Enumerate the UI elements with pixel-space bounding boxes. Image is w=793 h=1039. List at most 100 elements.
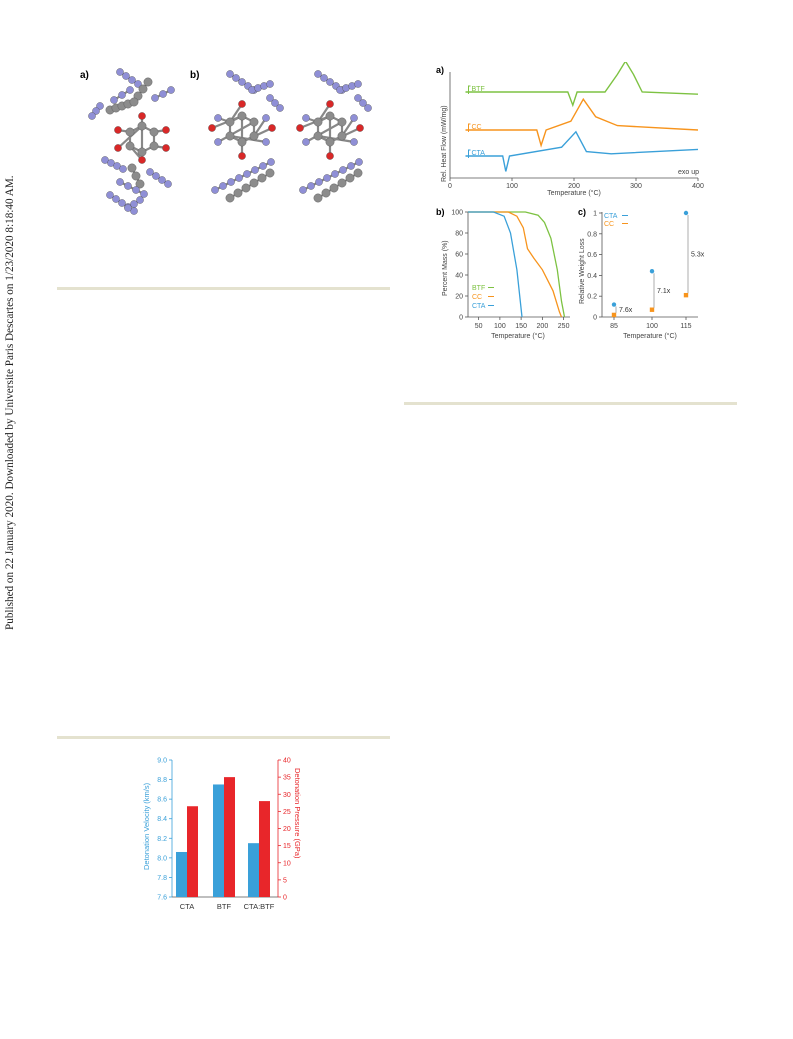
- right-tick-label: 40: [283, 758, 291, 765]
- nitrogen-atom: [140, 190, 148, 198]
- nitrogen-atom: [339, 166, 347, 174]
- category-label: CTA: [180, 902, 194, 911]
- nitrogen-atom: [118, 91, 126, 99]
- left-tick-label: 8.6: [157, 797, 167, 804]
- nitrogen-atom: [259, 162, 267, 170]
- nitrogen-atom: [122, 72, 130, 80]
- nitrogen-atom: [350, 138, 358, 146]
- panel-label: a): [436, 65, 444, 75]
- nitrogen-atom: [112, 195, 120, 203]
- x-tick-label: 115: [680, 323, 691, 330]
- nitrogen-atom: [106, 191, 114, 199]
- oxygen-atom: [356, 124, 364, 132]
- nitrogen-atom: [302, 114, 310, 122]
- y-axis-label: Percent Mass (%): [442, 240, 449, 296]
- series-start-mark: [468, 123, 471, 132]
- dsc-series-label: CC: [472, 124, 482, 131]
- carbon-atom: [353, 168, 363, 178]
- nitrogen-atom: [355, 158, 363, 166]
- carbon-atom: [337, 131, 347, 141]
- carbon-atom: [127, 163, 137, 173]
- x-tick-label: 100: [494, 323, 506, 330]
- nitrogen-atom: [88, 112, 96, 120]
- carbon-atom: [337, 178, 347, 188]
- velocity-bar: [176, 851, 187, 897]
- nitrogen-atom: [116, 68, 124, 76]
- carbon-atom: [249, 131, 259, 141]
- series-start-mark: [468, 149, 471, 158]
- nitrogen-atom: [315, 178, 323, 186]
- x-tick-label: 85: [610, 323, 618, 330]
- y-tick-label: 40: [455, 273, 463, 280]
- right-tick-label: 5: [283, 877, 287, 884]
- x-tick-label: 250: [558, 323, 570, 330]
- x-tick-label: 100: [646, 323, 658, 330]
- x-tick-label: 100: [506, 183, 518, 190]
- nitrogen-atom: [146, 168, 154, 176]
- nitrogen-atom: [350, 114, 358, 122]
- x-tick-label: 50: [475, 323, 483, 330]
- nitrogen-atom: [238, 78, 246, 86]
- nitrogen-atom: [107, 159, 115, 167]
- oxygen-atom: [326, 152, 334, 160]
- oxygen-atom: [114, 144, 122, 152]
- section-divider: [57, 287, 390, 290]
- download-notice: Published on 22 January 2020. Downloaded…: [4, 175, 16, 630]
- legend-label: CC: [472, 294, 482, 301]
- nitrogen-atom: [159, 90, 167, 98]
- nitrogen-atom: [119, 165, 127, 173]
- nitrogen-atom: [266, 94, 274, 102]
- carbon-atom: [257, 173, 267, 183]
- y-tick-label: 1: [593, 211, 597, 218]
- detonation-chart: Detonation Velocity (km/s) Detonation Pr…: [142, 758, 302, 912]
- carbon-atom: [138, 84, 148, 94]
- right-tick-label: 20: [283, 826, 291, 833]
- nitrogen-atom: [128, 76, 136, 84]
- oxygen-atom: [162, 144, 170, 152]
- carbon-atom: [313, 117, 323, 127]
- bond: [229, 134, 267, 144]
- ratio-label: 5.3x: [691, 252, 705, 259]
- nitrogen-atom: [347, 162, 355, 170]
- legend-label: CTA: [604, 213, 618, 220]
- category-label: CTA:BTF: [244, 902, 275, 911]
- cta-point: [683, 210, 689, 216]
- nitrogen-atom: [262, 138, 270, 146]
- bond: [305, 121, 343, 143]
- cc-point: [649, 307, 655, 312]
- carbon-atom: [233, 188, 243, 198]
- right-tick-label: 25: [283, 809, 291, 816]
- nitrogen-atom: [214, 114, 222, 122]
- nitrogen-atom: [214, 138, 222, 146]
- carbon-atom: [149, 127, 159, 137]
- oxygen-atom: [326, 100, 334, 108]
- y-tick-label: 80: [455, 231, 463, 238]
- y-tick-label: 20: [455, 294, 463, 301]
- left-tick-label: 9.0: [157, 758, 167, 765]
- nitrogen-atom: [266, 80, 274, 88]
- right-tick-label: 0: [283, 895, 287, 902]
- nitrogen-atom: [326, 78, 334, 86]
- section-divider: [57, 736, 390, 739]
- nitrogen-atom: [299, 186, 307, 194]
- oxygen-atom: [238, 100, 246, 108]
- carbon-atom: [237, 111, 247, 121]
- nitrogen-atom: [130, 200, 138, 208]
- nitrogen-atom: [124, 182, 132, 190]
- cc-point: [611, 312, 617, 318]
- weight-loss-chart: c) Relative Weight Loss 0 0.2 0.4 0.6 0.8 1 85…: [578, 207, 705, 340]
- velocity-bar: [248, 843, 259, 897]
- oxygen-atom: [296, 124, 304, 132]
- carbon-atom: [321, 188, 331, 198]
- right-tick-label: 15: [283, 843, 291, 850]
- carbon-atom: [337, 117, 347, 127]
- nitrogen-atom: [276, 104, 284, 112]
- nitrogen-atom: [251, 166, 259, 174]
- carbon-atom: [225, 117, 235, 127]
- series-start-mark: [468, 85, 471, 94]
- nitrogen-atom: [132, 186, 140, 194]
- left-tick-label: 8.4: [157, 816, 167, 823]
- exo-note: exo up: [678, 169, 699, 176]
- carbon-atom: [241, 183, 251, 193]
- nitrogen-atom: [211, 186, 219, 194]
